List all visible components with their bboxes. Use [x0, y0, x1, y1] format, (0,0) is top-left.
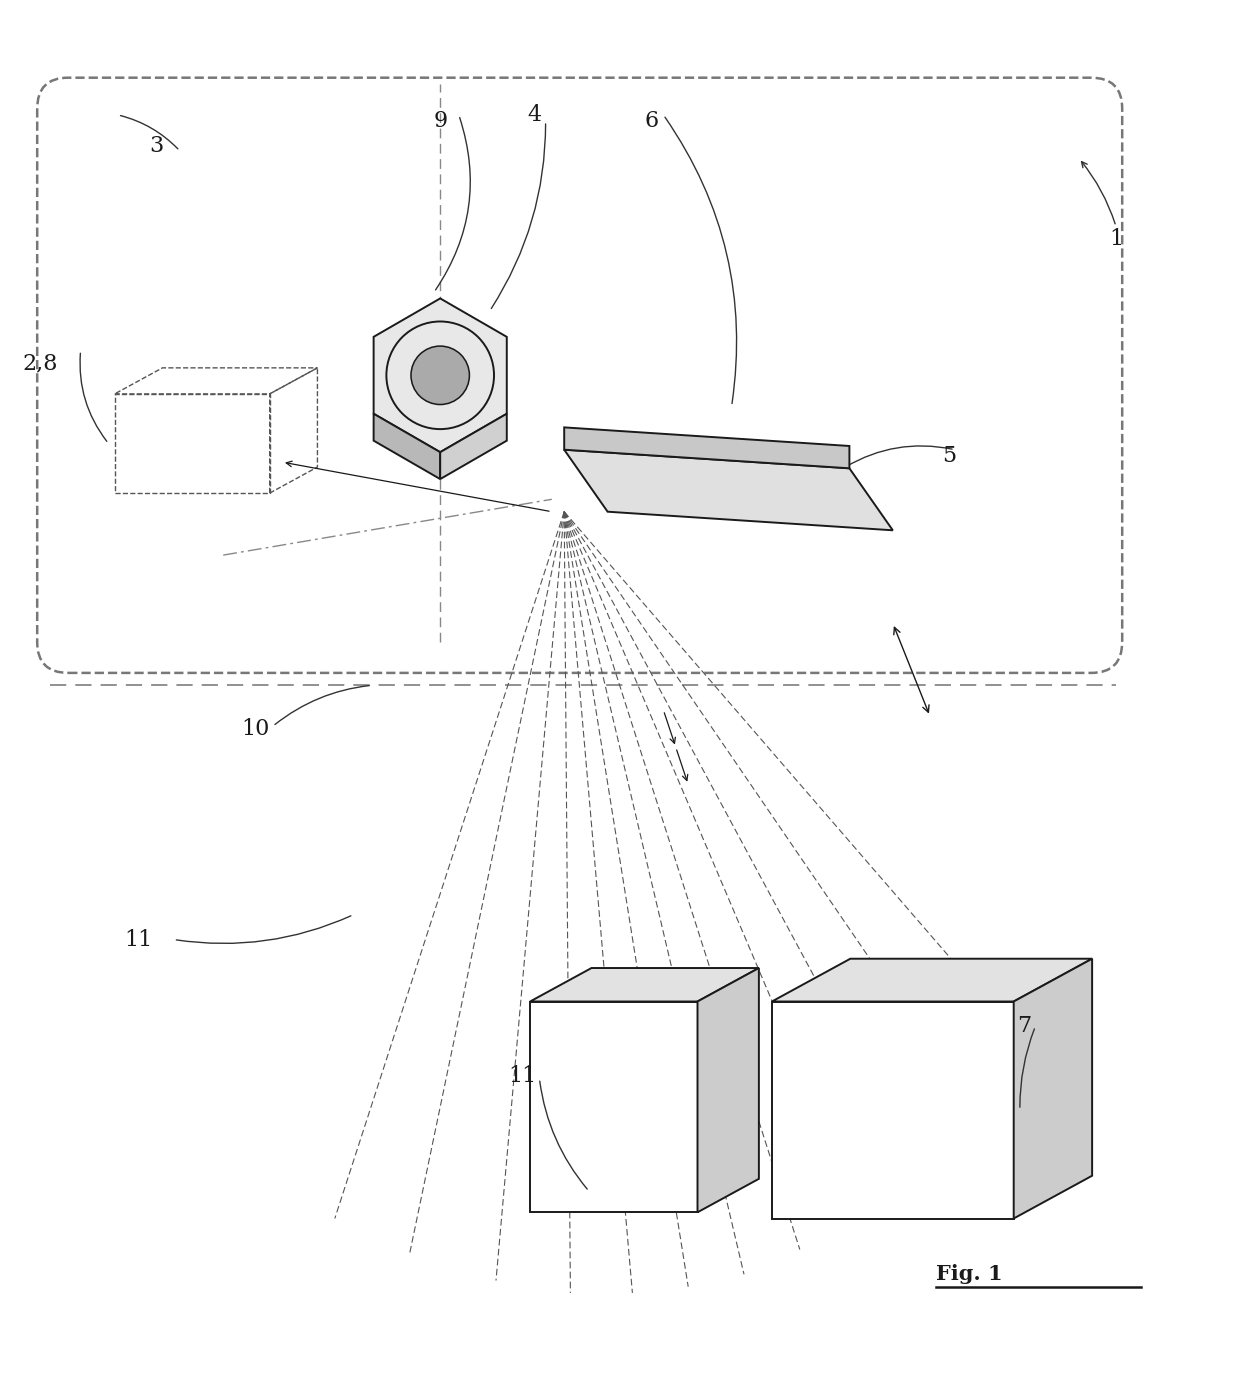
Text: 7: 7: [1017, 1015, 1030, 1037]
Text: Fig. 1: Fig. 1: [936, 1264, 1003, 1285]
Text: 10: 10: [242, 718, 270, 740]
Text: 6: 6: [645, 111, 658, 133]
Polygon shape: [697, 968, 759, 1213]
Text: 5: 5: [942, 445, 956, 467]
Text: 4: 4: [527, 104, 541, 126]
Polygon shape: [531, 968, 759, 1001]
Polygon shape: [531, 1001, 697, 1213]
Text: 9: 9: [434, 111, 448, 133]
Polygon shape: [373, 414, 440, 479]
Polygon shape: [440, 414, 507, 479]
Text: 2,8: 2,8: [22, 353, 58, 373]
Text: 11: 11: [508, 1065, 537, 1087]
Polygon shape: [564, 427, 849, 469]
Text: 1: 1: [1110, 228, 1123, 250]
Circle shape: [410, 346, 470, 404]
Polygon shape: [771, 1001, 1014, 1218]
Text: 11: 11: [124, 929, 153, 950]
Polygon shape: [771, 958, 1092, 1001]
Polygon shape: [564, 449, 893, 530]
Polygon shape: [373, 299, 507, 452]
Text: 3: 3: [149, 136, 162, 158]
Polygon shape: [1014, 958, 1092, 1218]
